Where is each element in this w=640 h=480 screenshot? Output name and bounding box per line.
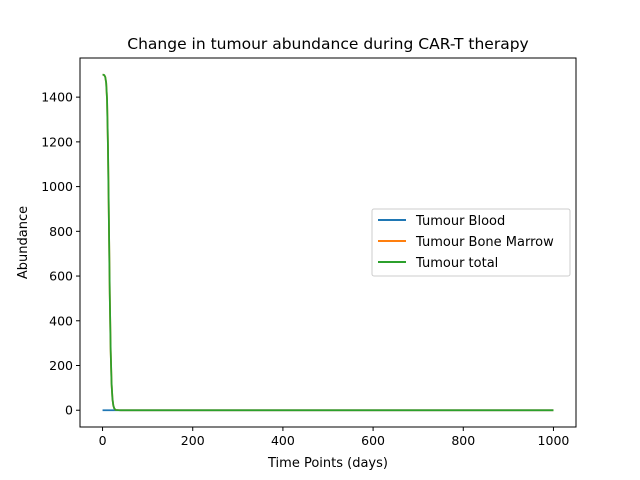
plot-frame <box>79 57 577 428</box>
legend-label-tumour-total: Tumour total <box>415 256 498 271</box>
y-tick-label: 800 <box>49 224 73 239</box>
x-tick-label: 600 <box>361 433 385 448</box>
legend-box <box>371 208 571 277</box>
legend-label-tumour-blood: Tumour Blood <box>415 214 505 229</box>
x-tick-label: 1000 <box>538 433 570 448</box>
legend-label-tumour-bone-marrow: Tumour Bone Marrow <box>415 235 554 250</box>
series-line-tumour-total <box>102 73 554 412</box>
y-tick-label: 400 <box>49 313 73 328</box>
y-tick-label: 1400 <box>41 90 73 105</box>
x-tick-label: 0 <box>99 433 107 448</box>
x-tick-label: 400 <box>271 433 295 448</box>
y-tick-label: 1200 <box>41 134 73 149</box>
legend: Tumour Blood Tumour Bone Marrow Tumour t… <box>371 208 571 277</box>
x-axis-label: Time Points (days) <box>267 456 388 471</box>
x-tick-label: 200 <box>181 433 205 448</box>
y-tick-label: 0 <box>65 403 73 418</box>
x-tick-label: 800 <box>451 433 475 448</box>
y-tick-label: 200 <box>49 358 73 373</box>
y-axis-label: Abundance <box>16 206 31 279</box>
series-layer <box>102 73 554 412</box>
chart-title: Change in tumour abundance during CAR-T … <box>127 35 528 53</box>
x-axis: 0 200 400 600 800 1000 <box>99 427 570 448</box>
y-tick-label: 1000 <box>41 179 73 194</box>
y-tick-label: 600 <box>49 269 73 284</box>
y-axis: 0 200 400 600 800 1000 1200 1400 <box>41 90 80 418</box>
